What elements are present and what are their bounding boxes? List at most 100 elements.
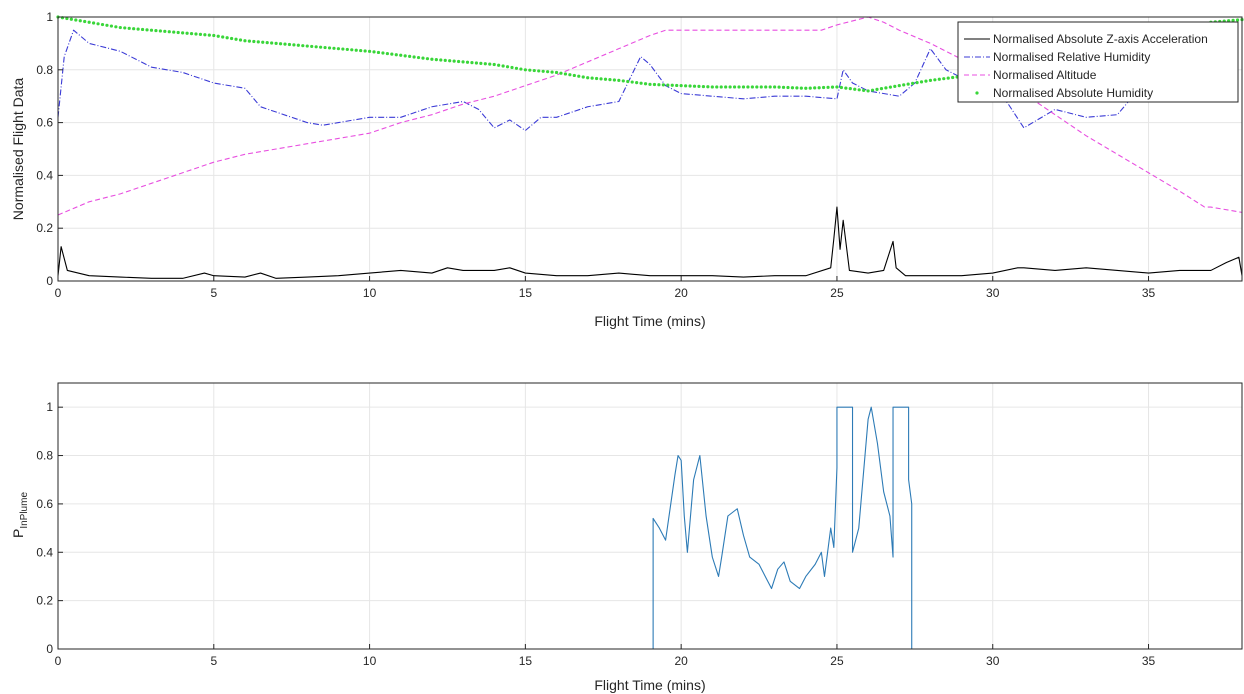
bottom-x-tick-label-7: 35 [1142,654,1156,668]
top-series-3-point [701,84,706,89]
top-series-3-point [408,54,412,59]
top-series-3-point [425,57,430,61]
top-x-tick-label-4: 20 [674,286,688,300]
top-series-3-point [448,59,452,63]
top-series-3-point [951,75,955,80]
top-series-3-point [870,88,875,92]
top-series-3-point [621,79,625,83]
top-series-3-point [114,25,118,29]
top-series-1-line [57,29,1134,132]
top-series-3-point [439,58,443,62]
top-series-3-point [69,17,73,21]
top-series-3-point [514,66,519,70]
top-series-3-point [719,85,723,89]
top-series-3-point [136,27,140,31]
top-series-3-point [759,85,763,89]
top-series-3-point [523,68,527,72]
top-series-3-point [194,32,198,36]
legend-entry-relative-humidity: Normalised Relative Humidity [964,50,1150,64]
top-series-3-point [319,45,323,49]
top-series-3-point [817,86,821,90]
top-series-3-point [154,28,158,33]
top-series-3-point [212,33,216,38]
top-series-3-point [626,79,630,84]
top-y-tick-label-4: 0.8 [36,63,53,77]
top-series-3-point [372,50,376,54]
top-series-3-point [461,60,465,64]
top-series-3-point [336,47,341,51]
top-series-3-point [163,29,167,33]
top-series-3-point [790,86,795,90]
top-series-3-point [403,54,407,58]
top-series-3-point [768,85,772,89]
top-series-3-point [572,73,576,78]
bottom-x-tick-label-4: 20 [674,654,688,668]
top-series-3-point [608,78,612,82]
top-series-3-point [270,41,274,45]
bottom-plot-area [58,383,1242,649]
top-y-tick-label-1: 0.2 [36,221,53,235]
top-series-3-point [145,28,149,32]
top-series-3-point [341,47,345,51]
top-series-3-point [488,62,492,66]
top-series-3-point [550,70,554,74]
top-series-3-point [750,85,754,89]
top-x-tick-label-0: 0 [55,286,62,300]
bottom-x-tick-label-6: 30 [986,654,1000,668]
top-series-3-point [519,67,523,71]
top-series-3-point [457,59,461,64]
legend-label-acceleration: Normalised Absolute Z-axis Acceleration [993,32,1208,46]
top-series-3-point [430,57,434,61]
top-series-3-point [421,56,425,60]
bottom-x-tick-label-2: 10 [363,654,377,668]
top-series-3-point [332,46,336,50]
top-series-3-point [684,84,688,88]
legend-entry-altitude: Normalised Altitude [964,68,1097,82]
top-series-3-point [692,84,697,88]
top-series-3-point [1231,18,1235,22]
top-series-3-point [897,84,901,88]
top-series-3-point [581,75,585,79]
legend-entry-acceleration: Normalised Absolute Z-axis Acceleration [964,32,1208,46]
top-series-3-point [617,78,621,82]
top-series-3-point [385,51,389,56]
top-series-3-point [452,59,456,63]
top-series-3-point [292,43,296,47]
bottom-y-tick-label-5: 1 [46,400,53,414]
top-series-3-point [172,30,176,34]
top-series-3-point [105,23,109,27]
top-series-3-point [853,87,857,91]
top-series-3-point [505,65,510,69]
top-series-3-point [875,87,879,92]
top-series-3-point [755,85,759,89]
top-series-3-point [808,86,812,90]
top-series-3-point [862,88,866,92]
top-series-3-point [830,85,835,89]
top-series-3-point [283,42,287,46]
top-series-3-point [314,45,318,49]
top-series-3-point [198,32,203,36]
top-series-3-point [835,85,839,89]
top-series-3-point [474,61,479,65]
top-series-3-point [603,77,608,81]
svg-text:PInPlume: PInPlume [10,492,30,538]
bottom-series [58,406,1242,650]
top-series-3-point [732,85,737,89]
legend-box [957,21,1239,103]
top-series-3-point [706,85,710,89]
top-y-tick-label-2: 0.4 [36,168,53,182]
top-series-3-point [1235,18,1240,22]
top-plot-frame [57,16,1243,282]
top-series-3-point [911,81,915,85]
top-series-3-point [795,86,799,90]
top-series-3-point [310,44,314,49]
top-series-3-point [203,33,207,37]
bottom-y-tick-label-0: 0 [46,642,53,656]
bottom-plot: 0 5 10 15 20 25 30 35 0 0.2 0.4 0.6 0.8 1 Flight Time… [10,382,1243,693]
top-series-3-point [586,76,590,80]
top-series-3-point [786,85,790,90]
top-series-3-point [216,34,220,38]
top-series-3-point [359,48,363,53]
top-series-3-point [902,83,906,87]
